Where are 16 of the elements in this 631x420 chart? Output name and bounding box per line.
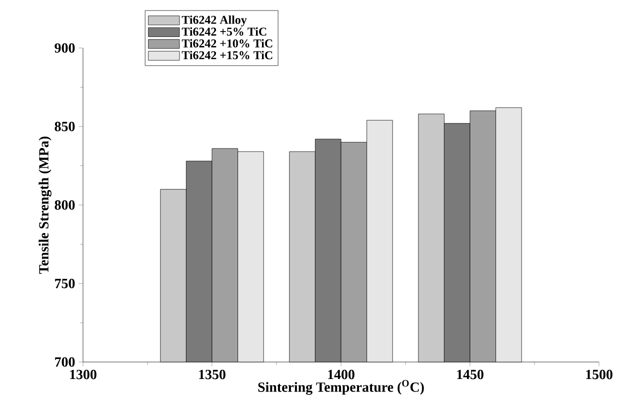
x-tick-label: 1350 bbox=[199, 370, 226, 380]
x-tick-label: 1500 bbox=[586, 370, 612, 380]
y-axis-title: Tensile Strength (MPa) bbox=[38, 136, 52, 274]
y-tick-label: 750 bbox=[55, 278, 75, 288]
y-tick-label: 700 bbox=[55, 357, 75, 367]
x-axis-title: Sintering Temperature ($^{O}$C) bbox=[258, 380, 424, 395]
y-tick-label: 900 bbox=[54, 43, 75, 53]
x-tick-label: 1400 bbox=[328, 370, 354, 380]
legend-label: Ti6242 +5% TiC bbox=[182, 27, 266, 36]
y-tick-label: 800 bbox=[54, 200, 75, 210]
legend-label: Ti6242 +15% TiC bbox=[182, 50, 272, 60]
y-tick-label: 850 bbox=[54, 122, 75, 132]
x-tick-label: 1300 bbox=[70, 370, 96, 380]
x-tick-label: 1450 bbox=[457, 370, 484, 380]
legend-label: Ti6242 +10% TiC bbox=[182, 39, 272, 48]
legend-label: Ti6242 Alloy bbox=[182, 15, 247, 26]
